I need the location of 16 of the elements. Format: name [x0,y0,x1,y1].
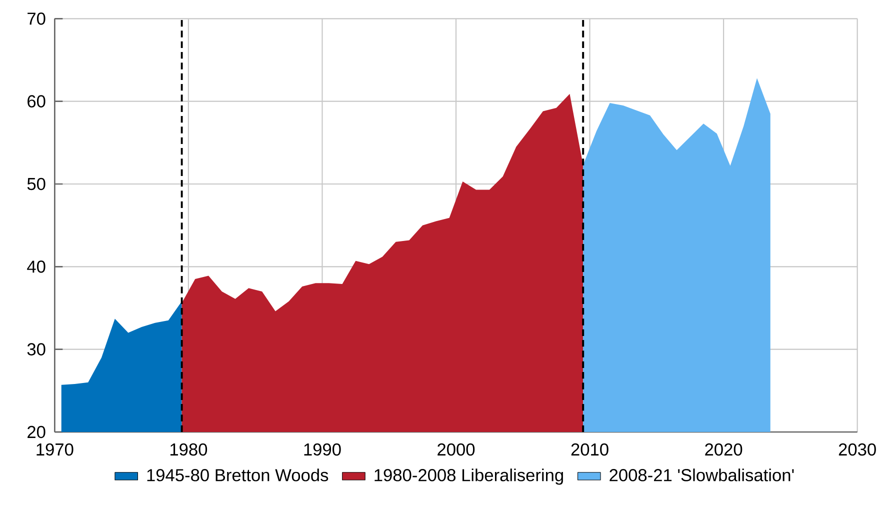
y-tick-label: 30 [27,343,46,356]
y-tick-label: 70 [28,12,46,25]
x-tick-label: 1980 [170,443,208,456]
y-tick-label: 40 [27,260,46,273]
x-tick-label: 2010 [571,443,608,456]
x-tick-label: 2030 [838,443,876,456]
y-tick-label: 60 [28,95,46,108]
legend-label: 2008-21 'Slowbalisation' [610,468,794,482]
x-tick-label: 2000 [438,443,475,456]
y-tick-label: 20 [28,426,46,438]
legend-label: 1945-80 Bretton Woods [147,468,328,482]
x-tick-label: 1970 [36,443,74,456]
x-tick-label: 1990 [304,443,341,456]
y-tick-label: 50 [27,178,46,190]
x-tick-label: 2020 [705,443,742,456]
legend-label: 1980-2008 Liberalisering [374,468,563,485]
